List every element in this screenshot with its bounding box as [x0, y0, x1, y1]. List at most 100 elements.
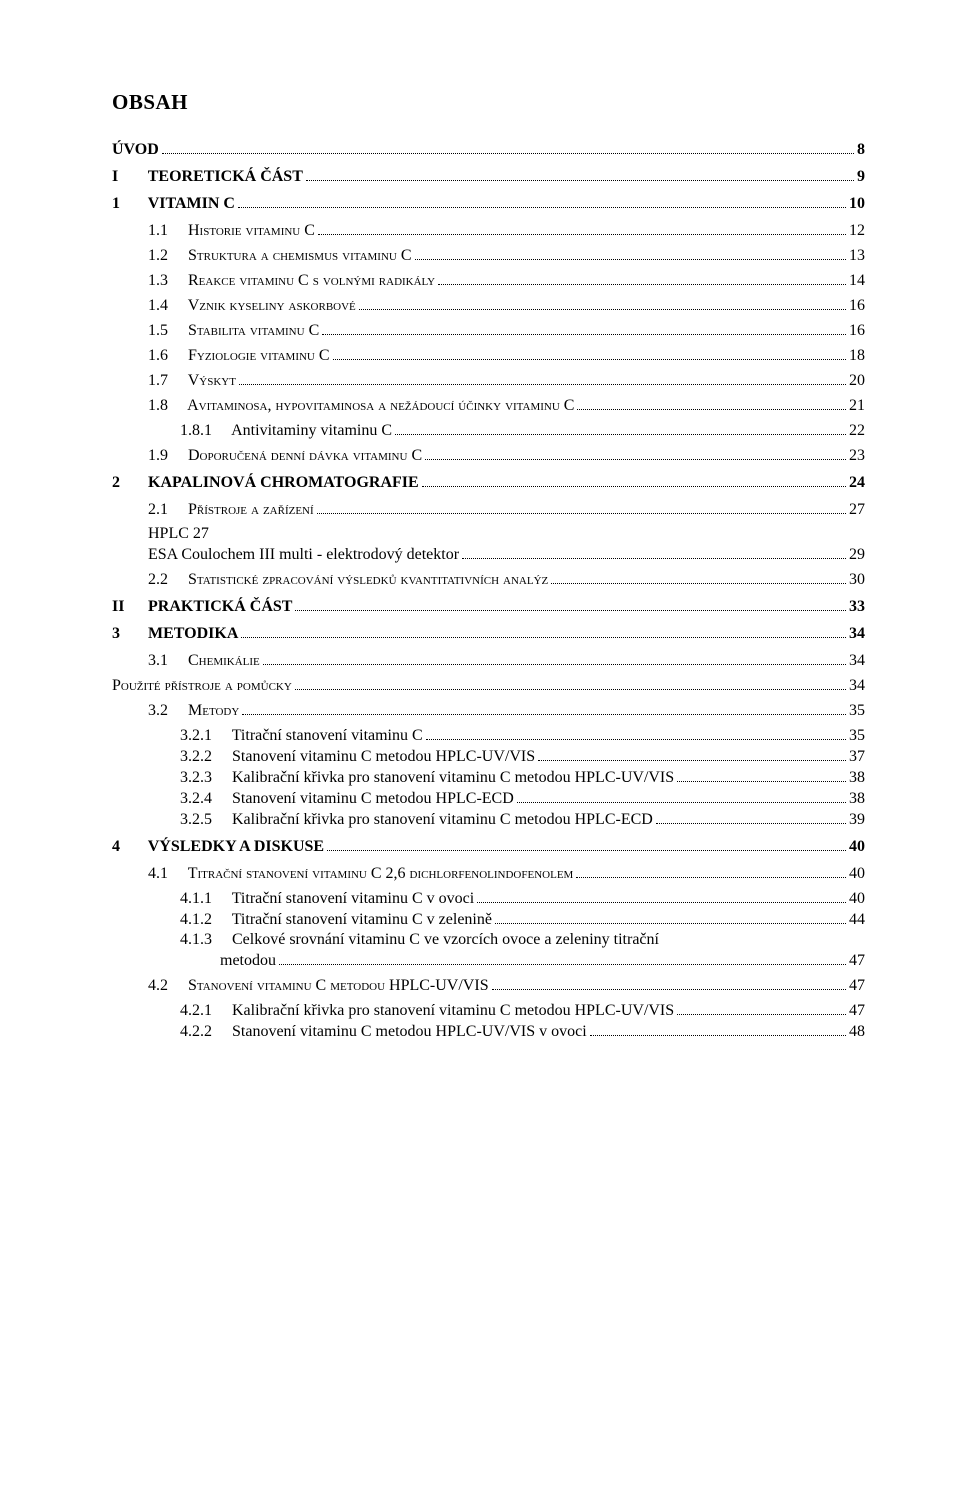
toc-text: Přístroje a zařízení: [188, 501, 314, 518]
toc-entry: 3.2.1 Titrační stanovení vitaminu C35: [180, 727, 865, 744]
toc-label: 3.2.1 Titrační stanovení vitaminu C: [180, 728, 423, 744]
toc-text: Fyziologie vitaminu C: [188, 347, 330, 364]
toc-page: 13: [849, 248, 865, 264]
toc-page: 38: [849, 791, 865, 807]
toc-entry: 2 KAPALINOVÁ CHROMATOGRAFIE24: [112, 474, 865, 491]
toc-text: Kalibrační křivka pro stanovení vitaminu…: [232, 769, 674, 786]
toc-label: 3.2.3 Kalibrační křivka pro stanovení vi…: [180, 770, 674, 786]
toc-number: 3.2.1: [180, 728, 228, 744]
toc-leader: [576, 865, 846, 878]
toc-leader: [677, 769, 846, 782]
toc-label: 1.1 Historie vitaminu C: [148, 223, 315, 239]
toc-text: Stanovení vitaminu C metodou HPLC-ECD: [232, 790, 514, 807]
toc-label: 4.1.1 Titrační stanovení vitaminu C v ov…: [180, 891, 474, 907]
toc-number: 2.1: [148, 502, 184, 518]
toc-leader: [239, 372, 846, 385]
toc-entry: 4.2 Stanovení vitaminu C metodou HPLC-UV…: [148, 977, 865, 994]
toc-page: 34: [849, 653, 865, 669]
toc-label: 3 METODIKA: [112, 626, 238, 642]
toc-label: 4.1.2 Titrační stanovení vitaminu C v ze…: [180, 912, 492, 928]
toc-entry: 1.5 Stabilita vitaminu C 16: [148, 322, 865, 339]
toc-page: 34: [849, 626, 865, 642]
toc-label: 3.2.2 Stanovení vitaminu C metodou HPLC-…: [180, 749, 535, 765]
toc-number: 3: [112, 626, 144, 642]
toc-text: Stanovení vitaminu C metodou HPLC-UV/VIS: [232, 748, 535, 765]
toc-leader: [538, 748, 846, 761]
toc-label: 1.9 Doporučená denní dávka vitaminu C: [148, 448, 422, 464]
toc-leader: [677, 1002, 846, 1015]
toc-leader: [238, 195, 846, 208]
toc-page: 47: [849, 978, 865, 994]
toc-text: VÝSLEDKY A DISKUSE: [148, 838, 324, 855]
toc-leader: [656, 811, 846, 824]
toc-number: 4.2.2: [180, 1024, 228, 1040]
toc-page: 40: [849, 866, 865, 882]
toc-number: 4.2.1: [180, 1003, 228, 1019]
toc-page: 16: [849, 298, 865, 314]
toc-number: 4.2: [148, 978, 184, 994]
toc-page: 40: [849, 891, 865, 907]
toc-label: 4.2 Stanovení vitaminu C metodou HPLC-UV…: [148, 978, 489, 994]
toc-page: 16: [849, 323, 865, 339]
toc-text: Doporučená denní dávka vitaminu C: [188, 447, 422, 464]
toc-leader: [425, 447, 846, 460]
toc-leader: [359, 297, 846, 310]
toc-leader: [551, 571, 846, 584]
toc-leader: [295, 677, 846, 690]
toc-entry: 3.2.3 Kalibrační křivka pro stanovení vi…: [180, 769, 865, 786]
toc-entry: 1.8.1 Antivitaminy vitaminu C22: [180, 422, 865, 439]
table-of-contents: ÚVOD8I TEORETICKÁ ČÁST91 VITAMIN C101.1 …: [112, 141, 865, 1040]
toc-entry: 1.9 Doporučená denní dávka vitaminu C23: [148, 447, 865, 464]
toc-text: VITAMIN C: [148, 195, 235, 212]
toc-page: 40: [849, 839, 865, 855]
toc-leader: [477, 890, 846, 903]
toc-number: 4.1.3: [180, 932, 228, 948]
toc-page: 20: [849, 373, 865, 389]
toc-label: HPLC 27: [148, 526, 209, 542]
toc-number: 3.2.5: [180, 812, 228, 828]
toc-page: 47: [849, 953, 865, 969]
toc-page: 8: [857, 142, 865, 158]
toc-text: Vznik kyseliny askorbové: [188, 297, 356, 314]
toc-number: 2.2: [148, 572, 184, 588]
toc-label: 3.2.4 Stanovení vitaminu C metodou HPLC-…: [180, 791, 514, 807]
toc-label: metodou: [220, 953, 276, 969]
toc-entry: 2.2 Statistické zpracování výsledků kvan…: [148, 571, 865, 588]
toc-label: 1.5 Stabilita vitaminu C: [148, 323, 319, 339]
toc-number: 1.6: [148, 348, 184, 364]
toc-page: 47: [849, 1003, 865, 1019]
toc-page: 9: [857, 169, 865, 185]
toc-entry: I TEORETICKÁ ČÁST9: [112, 168, 865, 185]
toc-label: 1.6 Fyziologie vitaminu C: [148, 348, 330, 364]
toc-entry: 3.2.4 Stanovení vitaminu C metodou HPLC-…: [180, 790, 865, 807]
toc-entry: 4.1.3 Celkové srovnání vitaminu C ve vzo…: [180, 932, 865, 948]
toc-leader: [263, 652, 846, 665]
toc-page: 35: [849, 703, 865, 719]
toc-leader: [462, 546, 846, 559]
toc-number: 4.1: [148, 866, 184, 882]
toc-number: 1.8: [148, 398, 184, 414]
toc-text: Titrační stanovení vitaminu C 2,6 dichlo…: [188, 865, 574, 882]
toc-text: Statistické zpracování výsledků kvantita…: [188, 571, 548, 588]
toc-leader: [438, 272, 846, 285]
toc-leader: [318, 222, 846, 235]
toc-leader: [295, 598, 846, 611]
toc-leader: [317, 501, 846, 514]
toc-page: 33: [849, 599, 865, 615]
toc-label: 2 KAPALINOVÁ CHROMATOGRAFIE: [112, 475, 419, 491]
toc-text: Titrační stanovení vitaminu C v zelenině: [232, 911, 492, 928]
toc-entry: HPLC 27: [148, 526, 865, 542]
toc-page: 44: [849, 912, 865, 928]
toc-leader: [492, 977, 846, 990]
toc-page: 18: [849, 348, 865, 364]
toc-leader: [327, 838, 846, 851]
toc-page: 39: [849, 812, 865, 828]
toc-entry: 1.8 Avitaminosa, hypovitaminosa a nežádo…: [148, 397, 865, 414]
toc-text: Struktura a chemismus vitaminu C: [188, 247, 412, 264]
toc-leader: [242, 702, 846, 715]
toc-page: 48: [849, 1024, 865, 1040]
toc-entry: 3.2 Metody35: [148, 702, 865, 719]
toc-number: 1.7: [148, 373, 184, 389]
toc-text: Stabilita vitaminu C: [188, 322, 319, 339]
toc-entry: 3.1 Chemikálie34: [148, 652, 865, 669]
